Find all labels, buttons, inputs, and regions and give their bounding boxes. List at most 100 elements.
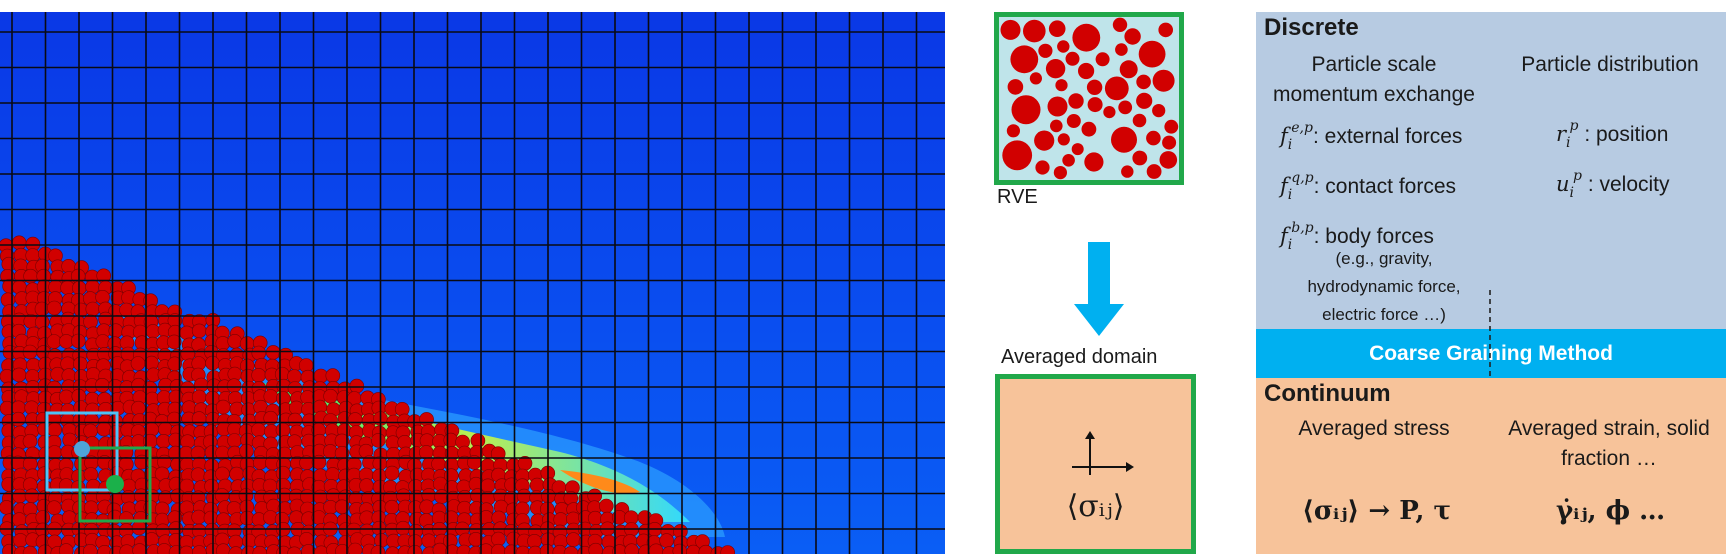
- particle: [265, 345, 281, 360]
- rve-particle: [1158, 22, 1173, 38]
- rve-particle: [1002, 140, 1033, 171]
- particle: [566, 532, 581, 547]
- particle: [407, 545, 423, 554]
- rve-particle: [1065, 51, 1080, 66]
- particle: [275, 422, 291, 438]
- flow-hotspot: [560, 470, 640, 494]
- particle: [347, 412, 363, 427]
- rve-particle: [1136, 92, 1153, 109]
- rve-particle: [1062, 154, 1075, 167]
- particle: [720, 545, 735, 554]
- rve-particle: [1023, 19, 1046, 43]
- rve-particle: [1086, 79, 1103, 95]
- rve-particle: [1057, 133, 1070, 146]
- coarse-graining-band: Coarse Graining Method: [1256, 329, 1726, 378]
- particle: [370, 545, 386, 554]
- particle: [131, 520, 147, 536]
- particle: [11, 235, 27, 251]
- contact-forces-label: : contact forces: [1313, 175, 1457, 198]
- particle: [95, 334, 111, 349]
- particle: [275, 465, 291, 481]
- particle: [349, 378, 365, 394]
- particle: [191, 323, 207, 339]
- particle: [553, 512, 569, 527]
- particle: [227, 433, 242, 448]
- rve-particle: [1066, 114, 1081, 128]
- rve-particle: [1007, 79, 1024, 95]
- particle: [263, 389, 279, 404]
- particle: [37, 466, 52, 482]
- particle: [46, 500, 62, 516]
- rve-particle: [1047, 96, 1068, 117]
- rve-particle: [1035, 160, 1050, 175]
- contact-force-symbol: fiq,p: [1280, 170, 1314, 203]
- particle: [96, 421, 112, 437]
- rve-particle: [1119, 60, 1138, 79]
- particle: [12, 488, 28, 504]
- particle-distribution-heading: Particle distribution: [1521, 53, 1699, 76]
- rve-particle: [1121, 165, 1134, 178]
- strain-heading-line-2: fraction …: [1561, 447, 1657, 470]
- rve-particle: [1050, 119, 1063, 133]
- particle: [131, 400, 146, 416]
- particle: [325, 368, 341, 383]
- rve-particle: [1071, 143, 1084, 156]
- particle: [323, 388, 338, 404]
- particle: [83, 314, 98, 330]
- rve-particle: [1087, 97, 1103, 113]
- particle: [516, 488, 532, 504]
- rve-particle: [1072, 23, 1101, 52]
- rve-label: RVE: [997, 186, 1038, 208]
- rve-particle: [1000, 19, 1021, 40]
- particle: [480, 478, 496, 494]
- particle: [288, 400, 304, 416]
- particle: [384, 499, 400, 515]
- particle: [432, 542, 448, 554]
- particle: [203, 510, 219, 526]
- rve-particle: [1057, 40, 1070, 53]
- rve-particle: [1112, 17, 1128, 32]
- particle: [587, 510, 603, 526]
- particle: [34, 301, 50, 317]
- particle: [598, 498, 614, 514]
- position-label: : position: [1578, 123, 1669, 146]
- particle: [108, 323, 124, 339]
- particle: [214, 488, 230, 503]
- particle: [227, 333, 242, 349]
- particle: [421, 533, 437, 549]
- particle: [35, 510, 51, 525]
- discrete-title: Discrete: [1264, 14, 1359, 41]
- particle: [46, 334, 62, 349]
- particle: [529, 477, 545, 493]
- sample-point-green: [106, 475, 124, 493]
- particle: [22, 433, 38, 449]
- rve-particle: [1048, 20, 1066, 37]
- stress-equation: ⟨σᵢⱼ⟩ → P, τ: [1302, 496, 1451, 526]
- rve-box: [994, 12, 1184, 185]
- rve-particle: [1038, 43, 1053, 58]
- particle: [83, 544, 98, 554]
- particle: [179, 325, 195, 341]
- velocity-label: : velocity: [1581, 173, 1670, 196]
- rve-particles: [1000, 17, 1179, 180]
- particle: [46, 300, 62, 316]
- rve-particle: [1132, 113, 1147, 128]
- particle: [47, 422, 63, 438]
- particle: [22, 545, 38, 554]
- rve-particle: [1006, 124, 1020, 138]
- position-row: rip : position: [1556, 118, 1668, 151]
- rve-particle: [1164, 119, 1179, 134]
- averaged-stress-heading: Averaged stress: [1298, 417, 1450, 440]
- particle: [229, 466, 244, 482]
- particle: [58, 389, 74, 405]
- heading-line-1: Particle scale: [1311, 53, 1437, 76]
- mesh-grid: [0, 12, 945, 554]
- particle: [191, 509, 206, 525]
- note-line-2: hydrodynamic force,: [1307, 277, 1461, 296]
- rve-particle: [1146, 164, 1162, 179]
- particle: [588, 542, 603, 554]
- particle: [419, 412, 434, 427]
- rve-particle: [1152, 104, 1166, 118]
- particle: [347, 542, 363, 554]
- strain-equation: γ̇ᵢⱼ, ϕ …: [1556, 496, 1666, 526]
